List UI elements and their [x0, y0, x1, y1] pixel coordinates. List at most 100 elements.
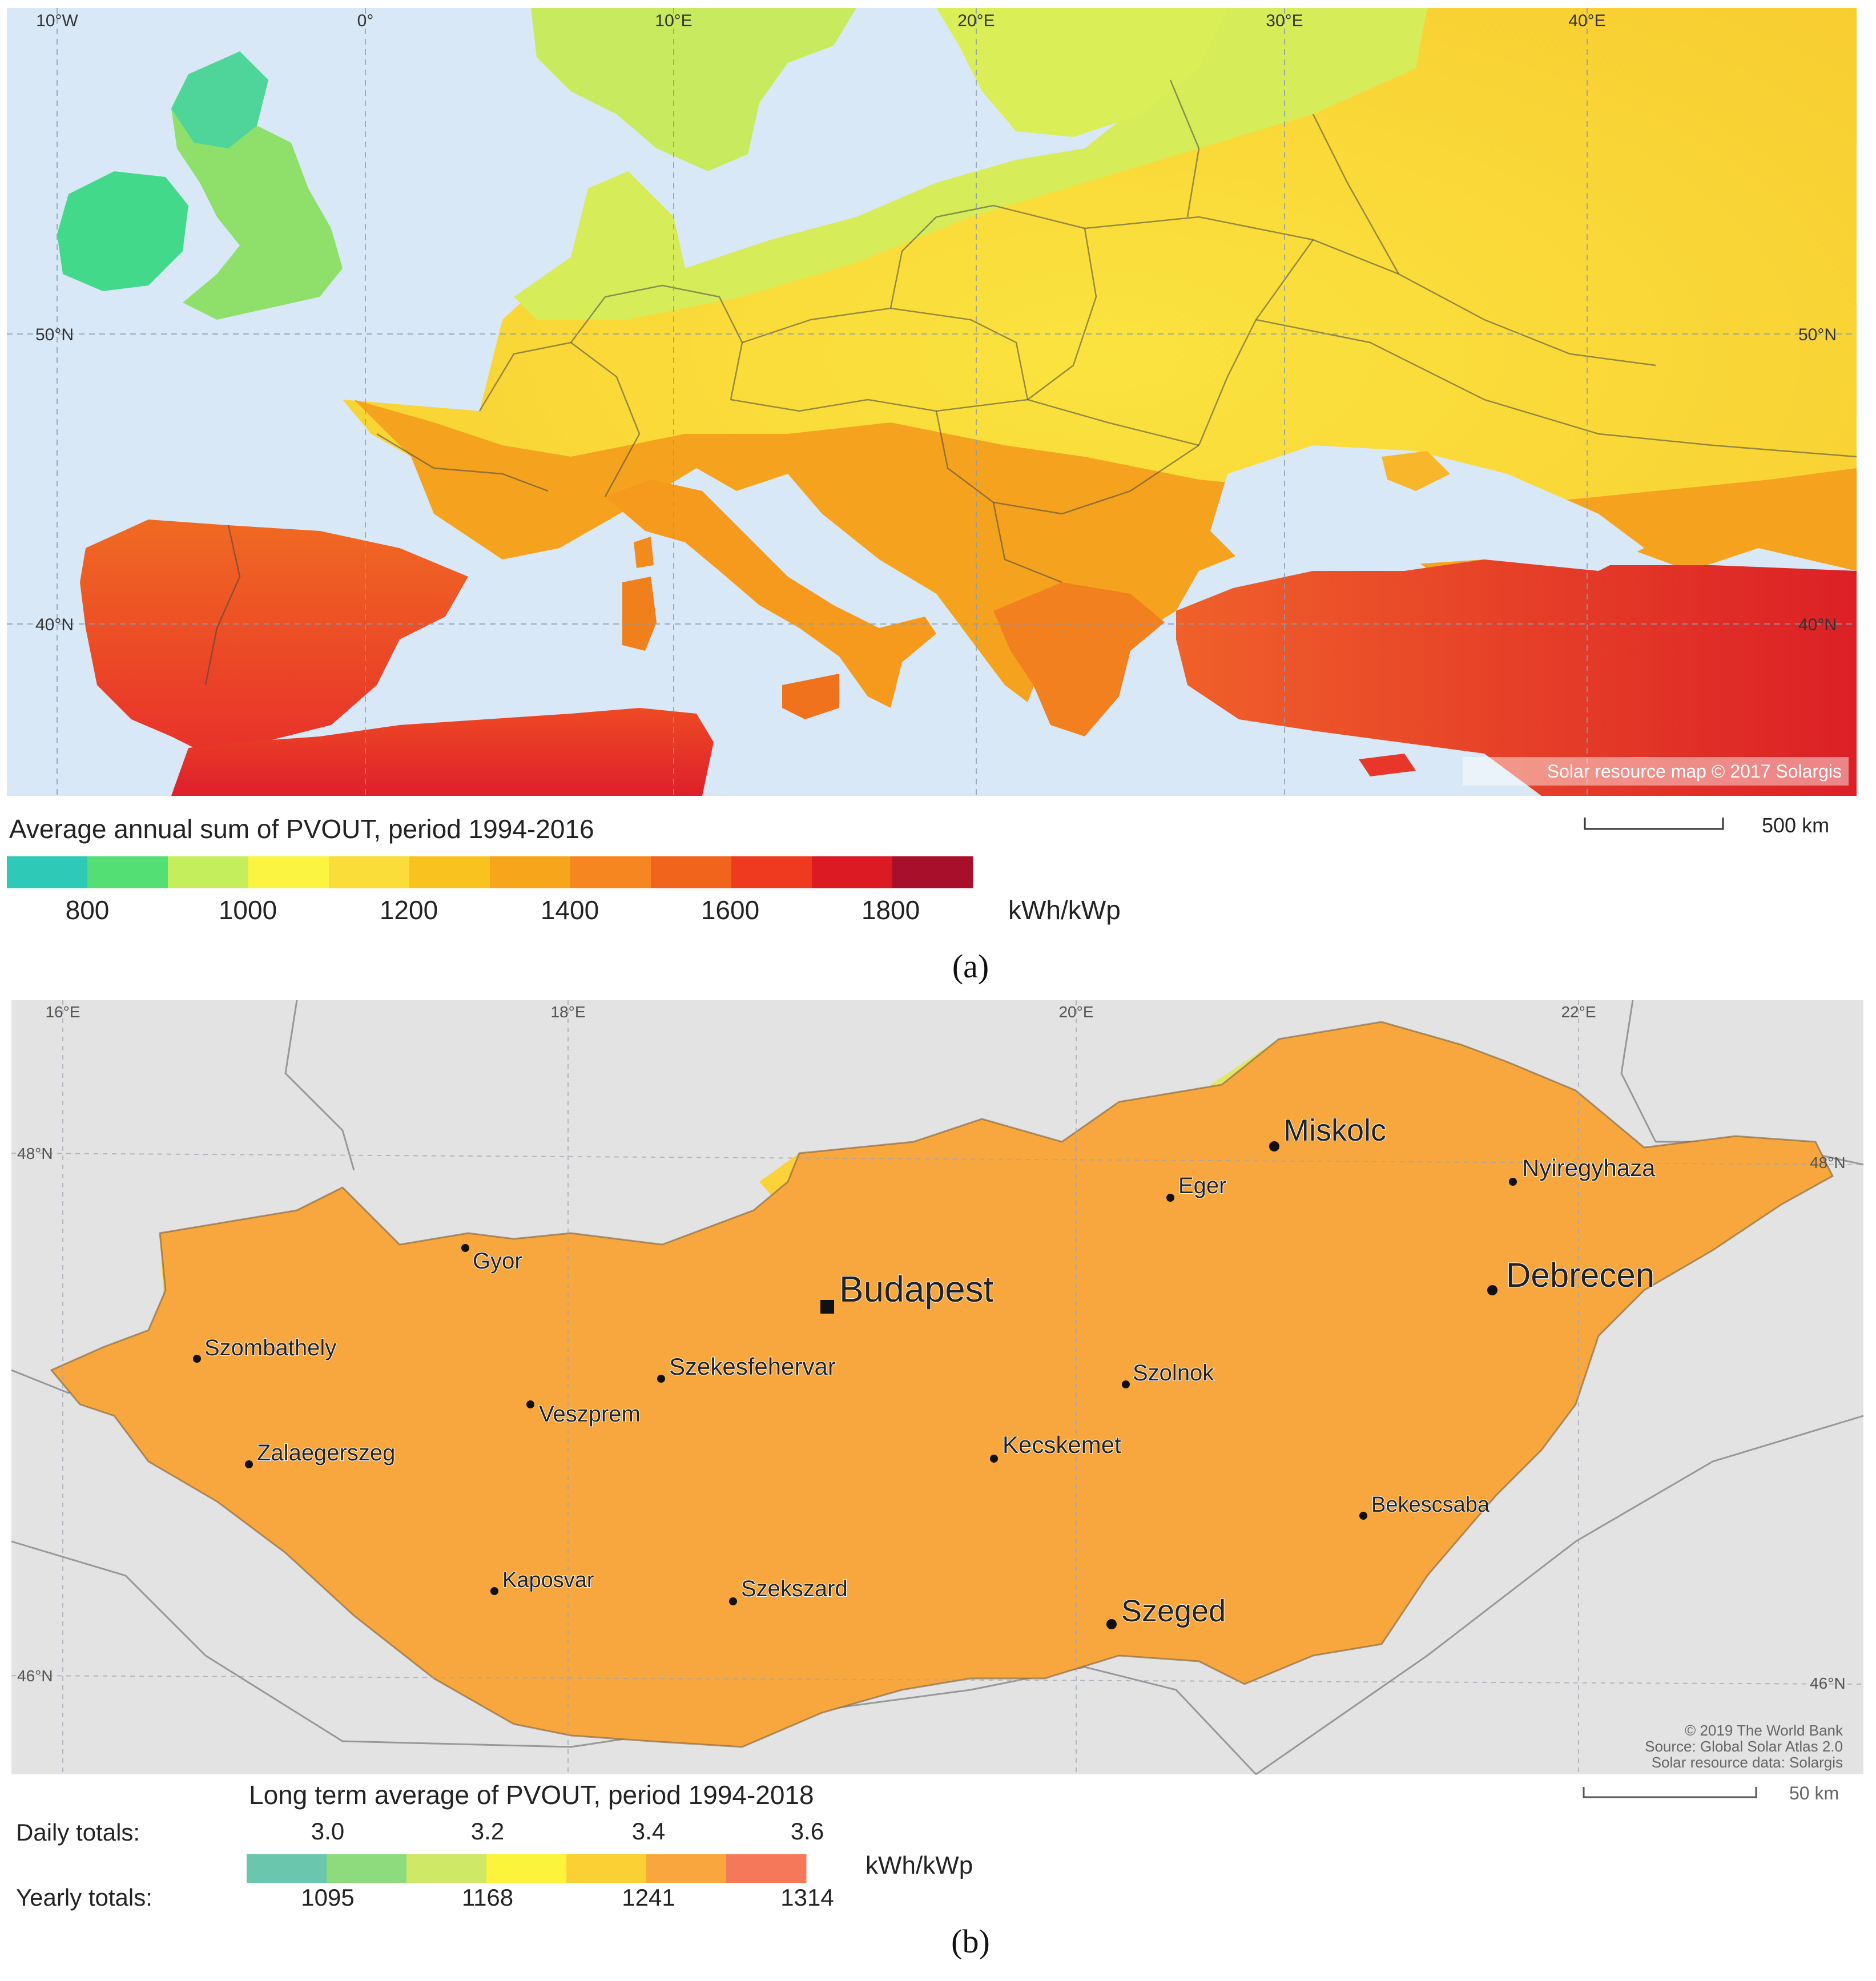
- copyright-text: Solar resource map © 2017 Solargis: [1547, 761, 1842, 782]
- legend-swatch: [248, 856, 329, 888]
- daily-tick: 3.2: [471, 1818, 504, 1845]
- city-marker: [729, 1597, 737, 1605]
- panel-a-map: 10°W 0° 10°E 20°E 30°E 40°E 50°N 40°N 50…: [7, 8, 1857, 796]
- panel-b-lat-labels: 48°N 46°N 48°N 46°N: [17, 1145, 1846, 1692]
- city-marker: [1166, 1194, 1174, 1202]
- city-marker: [1122, 1380, 1130, 1388]
- panel-b-graticule: [11, 1000, 1864, 1774]
- daily-tick: 3.6: [791, 1818, 824, 1845]
- legend-swatch: [651, 856, 732, 888]
- city-marker: [526, 1400, 534, 1408]
- legend-title: Average annual sum of PVOUT, period 1994…: [9, 814, 594, 844]
- city-label-bekescsaba: Bekescsaba: [1371, 1493, 1490, 1517]
- city-marker: [1487, 1285, 1497, 1295]
- lon-label: 0°: [357, 11, 374, 30]
- legend-tick: 1000: [219, 895, 277, 925]
- region-southern-europe: [354, 400, 1857, 702]
- region-scotland: [171, 51, 268, 148]
- city-label-veszprem: Veszprem: [539, 1402, 641, 1427]
- legend-swatch: [486, 1854, 567, 1883]
- legend-swatch: [566, 1854, 647, 1883]
- yearly-ticks: 1095 1168 1241 1314: [301, 1884, 834, 1911]
- legend-title: Long term average of PVOUT, period 1994-…: [249, 1780, 814, 1810]
- region-crimea: [1382, 451, 1450, 491]
- legend-swatch: [168, 856, 249, 888]
- city-label-szolnok: Szolnok: [1133, 1360, 1214, 1386]
- region-iberia: [80, 520, 468, 754]
- city-label-kecskemet: Kecskemet: [1003, 1431, 1121, 1458]
- credit-line: © 2019 The World Bank: [1685, 1722, 1843, 1739]
- legend-a-ticks: 800 1000 1200 1400 1600 1800: [66, 895, 920, 925]
- lon-label: 40°E: [1568, 11, 1605, 30]
- legend-swatch: [329, 856, 410, 888]
- yearly-tick: 1241: [622, 1884, 675, 1911]
- lon-label: 20°E: [1058, 1003, 1093, 1021]
- panel-letter-a: (a): [952, 948, 989, 985]
- lon-label: 10°W: [36, 11, 78, 30]
- legend-swatch: [570, 856, 651, 888]
- panel-a-lon-labels: 10°W 0° 10°E 20°E 30°E 40°E: [36, 11, 1606, 30]
- region-corsica: [634, 537, 654, 568]
- city-marker: [1106, 1619, 1117, 1629]
- city-label-budapest: Budapest: [839, 1269, 994, 1310]
- lon-label: 18°E: [550, 1003, 585, 1021]
- yearly-tick: 1095: [301, 1884, 354, 1911]
- black-sea: [1210, 445, 1644, 571]
- legend-swatch: [490, 856, 571, 888]
- city-label-szombathely: Szombathely: [204, 1335, 336, 1360]
- city-marker: [1269, 1141, 1279, 1151]
- legend-swatch: [726, 1854, 807, 1883]
- lat-label: 40°N: [35, 615, 74, 634]
- panel-letter-b: (b): [951, 1923, 990, 1960]
- region-finland-baltics: [936, 8, 1227, 137]
- city-label-debrecen: Debrecen: [1506, 1256, 1654, 1294]
- legend-swatch: [409, 856, 490, 888]
- lat-label: 48°N: [1810, 1154, 1846, 1171]
- daily-ticks: 3.0 3.2 3.4 3.6: [311, 1818, 824, 1845]
- lon-label: 20°E: [957, 11, 995, 30]
- lat-label: 48°N: [17, 1145, 53, 1162]
- legend-unit: kWh/kWp: [1008, 895, 1121, 925]
- credit-line: Source: Global Solar Atlas 2.0: [1645, 1738, 1843, 1755]
- lon-label: 16°E: [45, 1003, 80, 1021]
- lat-label: 46°N: [1810, 1674, 1846, 1692]
- panel-b-lon-labels: 16°E 18°E 20°E 22°E: [45, 1003, 1596, 1021]
- city-label-szekesfehervar: Szekesfehervar: [669, 1353, 836, 1380]
- daily-totals-label: Daily totals:: [16, 1819, 140, 1846]
- panel-b-map: 16°E 18°E 20°E 22°E 48°N 46°N 48°N 46°N …: [11, 1000, 1864, 1775]
- region-sardinia: [622, 577, 657, 651]
- lat-label: 40°N: [1798, 615, 1837, 634]
- legend-unit: kWh/kWp: [865, 1851, 973, 1879]
- city-label-nyiregyhaza: Nyiregyhaza: [1522, 1154, 1656, 1181]
- legend-swatch: [247, 1854, 327, 1883]
- scale-bar: [1583, 1787, 1757, 1798]
- region-turkey: [1176, 559, 1857, 796]
- legend-swatch: [327, 1854, 407, 1883]
- legend-tick: 1800: [861, 895, 920, 925]
- city-label-szeged: Szeged: [1121, 1594, 1226, 1628]
- city-marker: [461, 1244, 469, 1252]
- city-marker: [990, 1455, 998, 1463]
- yearly-tick: 1168: [462, 1884, 513, 1911]
- region-italy: [605, 480, 936, 708]
- legend-swatch: [406, 1854, 487, 1883]
- lon-label: 10°E: [655, 11, 692, 30]
- panel-a-legend: Average annual sum of PVOUT, period 1994…: [7, 814, 1829, 925]
- region-northern-europe: [514, 8, 1427, 320]
- daily-tick: 3.4: [632, 1818, 665, 1845]
- legend-tick: 1400: [541, 895, 599, 925]
- legend-swatch: [87, 856, 168, 888]
- city-marker: [245, 1460, 253, 1468]
- yearly-tick: 1314: [780, 1884, 834, 1911]
- panel-a-graticule: [7, 8, 1857, 796]
- legend-swatch: [731, 856, 812, 888]
- legend-a-swatches: [7, 856, 973, 888]
- region-north-africa: [171, 708, 714, 796]
- yearly-totals-label: Yearly totals:: [16, 1884, 152, 1911]
- city-marker: [1359, 1512, 1367, 1520]
- scale-bar: [1584, 818, 1724, 830]
- region-sicily: [782, 674, 839, 719]
- panel-b-credits: © 2019 The World Bank Source: Global Sol…: [1645, 1722, 1843, 1771]
